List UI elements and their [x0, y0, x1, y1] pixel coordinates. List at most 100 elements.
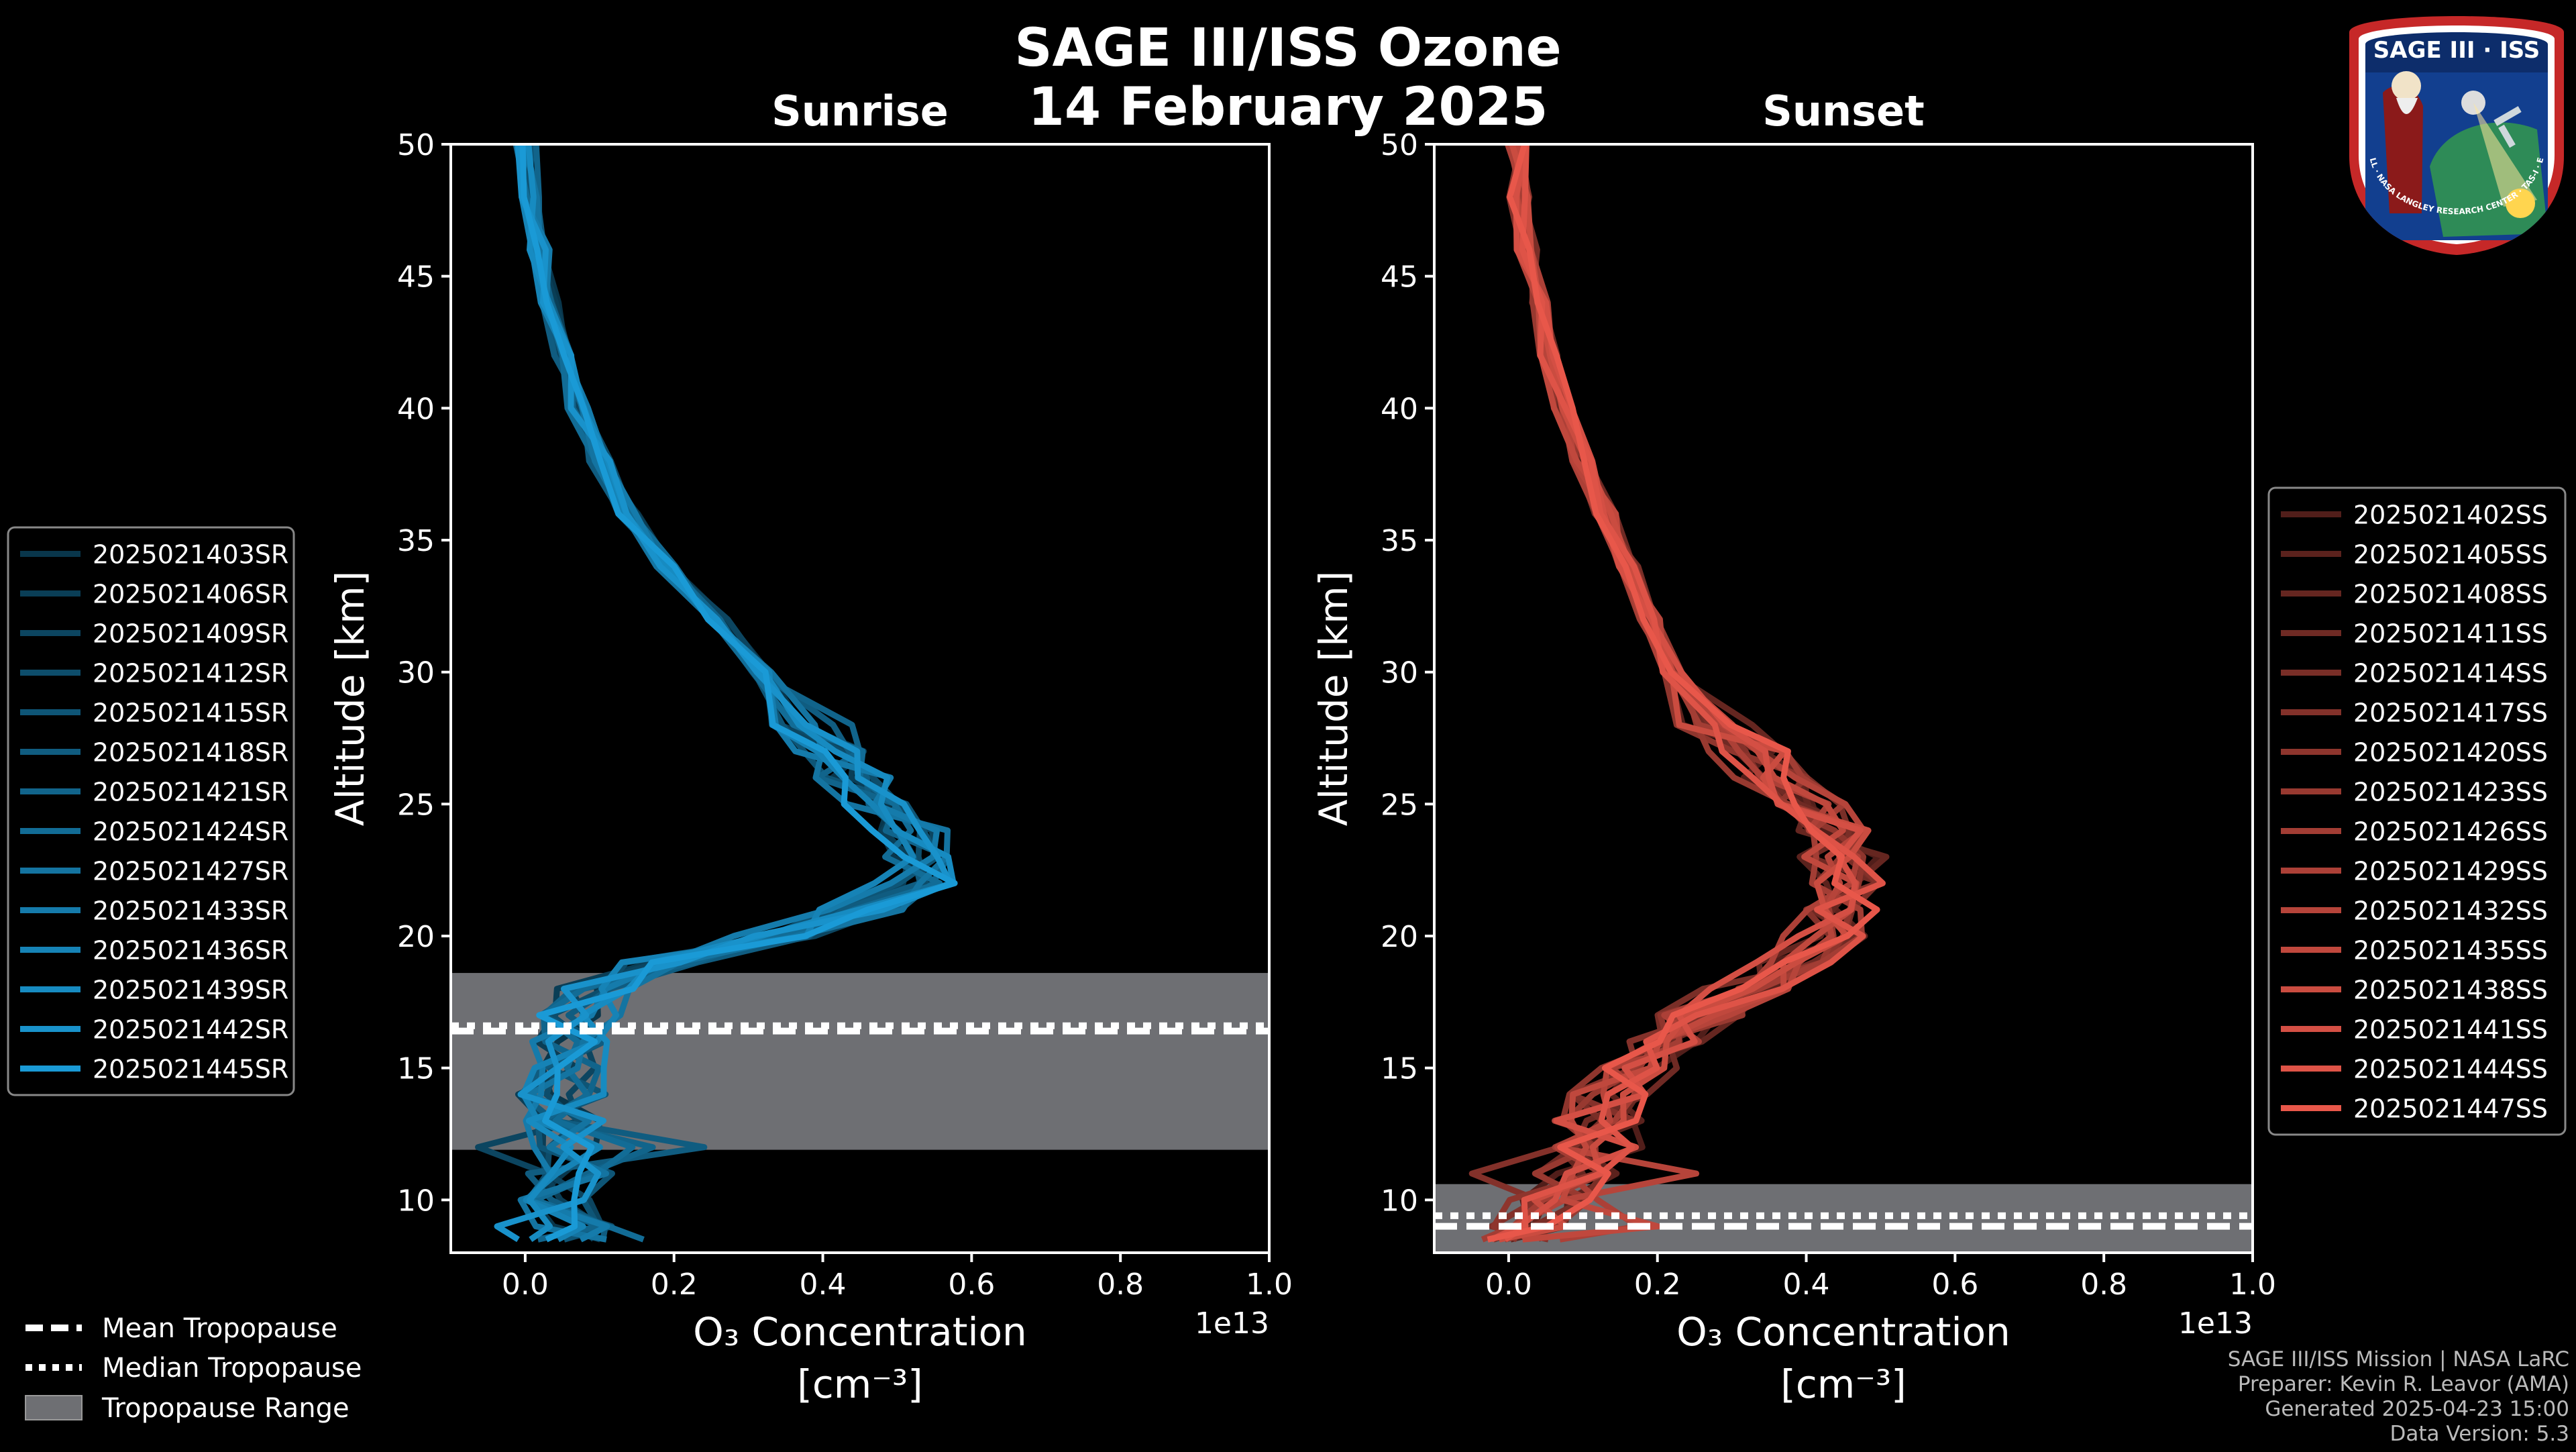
sunset-legend-label: 2025021417SS [2353, 698, 2548, 728]
sunrise-legend-label: 2025021436SR [93, 936, 288, 966]
sunrise-profiles [475, 144, 958, 1243]
sunset-profiles [1468, 144, 1890, 1243]
sunrise-panel: 10 15 20 25 30 35 40 45 50 0.0 0.2 0.4 0.6 0.8 1.0 Sunr… [327, 87, 1293, 1407]
sunset-panel-title: Sunset [1762, 87, 1925, 136]
sunset-profile-line [1487, 144, 1880, 1243]
sunset-legend-label: 2025021432SS [2353, 896, 2548, 926]
sunrise-xlabel-units: [cm⁻³] [797, 1361, 923, 1407]
sunrise-x-multiplier: 1e13 [1195, 1306, 1269, 1341]
footer-credits: SAGE III/ISS Mission | NASA LaRC Prepare… [2228, 1347, 2569, 1447]
sage-mission-logo: SAGE III · ISS BALL · NASA LANGLEY RESEA… [2339, 5, 2571, 260]
logo-title-text: SAGE III · ISS [2373, 37, 2540, 64]
sunrise-xtick-label: 0.0 [502, 1267, 549, 1302]
sunset-legend-label: 2025021435SS [2353, 936, 2548, 966]
sunrise-xtick-label: 0.6 [948, 1267, 995, 1302]
sunset-legend-label: 2025021402SS [2353, 501, 2548, 530]
tropopause-range-swatch [25, 1395, 83, 1420]
sunset-legend-label: 2025021414SS [2353, 659, 2548, 688]
sunrise-legend-label: 2025021406SR [93, 580, 288, 609]
sunset-ytick-label: 30 [1381, 656, 1418, 690]
sunrise-legend-label: 2025021412SR [93, 659, 288, 688]
sunset-ytick-label: 20 [1381, 920, 1418, 954]
sunrise-legend-label: 2025021442SR [93, 1015, 288, 1045]
sunrise-ytick-label: 30 [397, 656, 435, 690]
sunset-ytick-label: 25 [1381, 788, 1418, 822]
sunrise-xtick-label: 0.4 [800, 1267, 847, 1302]
sunset-legend-label: 2025021444SS [2353, 1055, 2548, 1084]
sunset-ytick-label: 10 [1381, 1184, 1418, 1218]
sunrise-legend-label: 2025021415SR [93, 698, 288, 728]
sunrise-ytick-label: 50 [397, 128, 435, 162]
sunset-xtick-label: 0.0 [1485, 1267, 1532, 1302]
tropopause-range-label: Tropopause Range [101, 1393, 350, 1424]
sunrise-xtick-label: 0.8 [1097, 1267, 1144, 1302]
sunrise-legend-label: 2025021439SR [93, 976, 288, 1005]
sunrise-legend-label: 2025021409SR [93, 619, 288, 649]
footer-mission: SAGE III/ISS Mission | NASA LaRC [2227, 1347, 2569, 1371]
sunset-legend-label: 2025021408SS [2353, 580, 2548, 609]
sunrise-xtick-label: 0.2 [651, 1267, 698, 1302]
sunrise-legend-box [7, 526, 295, 1096]
sunrise-legend-label: 2025021445SR [93, 1055, 288, 1084]
sunset-xlabel: O₃ Concentration [1676, 1309, 2010, 1355]
sunset-legend-label: 2025021411SS [2353, 619, 2548, 649]
sunset-profile-line [1510, 144, 1867, 1242]
sunset-legend-label: 2025021405SS [2353, 540, 2548, 570]
sunrise-panel-title: Sunrise [771, 87, 949, 136]
sunset-ytick-label: 15 [1381, 1052, 1418, 1086]
sunset-legend-label: 2025021441SS [2353, 1015, 2548, 1045]
sunrise-profile-line [519, 144, 941, 1243]
sunrise-legend-label: 2025021403SR [93, 540, 288, 570]
sunrise-xtick-label: 1.0 [1246, 1267, 1293, 1302]
sunset-xtick-label: 0.2 [1634, 1267, 1681, 1302]
sunset-legend-label: 2025021423SS [2353, 778, 2548, 807]
sunrise-legend-label: 2025021421SR [93, 778, 288, 807]
sunrise-ytick-label: 20 [397, 920, 435, 954]
sunrise-legend-label: 2025021424SR [93, 817, 288, 847]
sunrise-legend: 2025021403SR 2025021406SR 2025021409SR 2025… [7, 526, 295, 1096]
footer-version: Data Version: 5.3 [2390, 1422, 2569, 1446]
sunrise-ytick-label: 15 [397, 1052, 435, 1086]
sunset-xtick-label: 0.6 [1931, 1267, 1978, 1302]
sunset-x-multiplier: 1e13 [2178, 1306, 2253, 1341]
sunrise-axes-frame [449, 143, 1271, 1254]
sunrise-ytick-label: 35 [397, 524, 435, 558]
sunrise-profile-line [519, 144, 958, 1243]
sunset-ylabel: Altitude [km] [1311, 571, 1356, 826]
sunrise-legend-label: 2025021418SR [93, 738, 288, 768]
median-tropopause-label: Median Tropopause [102, 1353, 362, 1384]
mean-tropopause-label: Mean Tropopause [102, 1313, 337, 1344]
sunset-panel: 10 15 20 25 30 35 40 45 50 0.0 0.2 0.4 0.6 0.8 1.0 Suns… [1311, 87, 2276, 1407]
sunset-ytick-label: 40 [1381, 392, 1418, 426]
sunset-ytick-label: 45 [1381, 260, 1418, 295]
sunrise-ylabel: Altitude [km] [327, 571, 373, 826]
sunset-profile-line [1498, 144, 1872, 1243]
sunset-legend-label: 2025021438SS [2353, 976, 2548, 1005]
figure-title-line1: SAGE III/ISS Ozone [1014, 18, 1562, 79]
footer-preparer: Preparer: Kevin R. Leavor (AMA) [2237, 1372, 2569, 1396]
sunrise-ytick-label: 25 [397, 788, 435, 822]
sunset-ytick-label: 35 [1381, 524, 1418, 558]
footer-generated: Generated 2025-04-23 15:00 [2265, 1397, 2569, 1421]
sunrise-ytick-label: 40 [397, 392, 435, 426]
sunset-xtick-label: 0.4 [1783, 1267, 1830, 1302]
tropopause-legend: Mean Tropopause Median Tropopause Tropopau… [25, 1313, 362, 1424]
sunrise-ytick-label: 10 [397, 1184, 435, 1218]
sunrise-profile-line [513, 144, 943, 1243]
sunset-legend-label: 2025021426SS [2353, 817, 2548, 847]
sunrise-legend-label: 2025021427SR [93, 857, 288, 886]
sunrise-legend-label: 2025021433SR [93, 896, 288, 926]
sunset-legend-label: 2025021429SS [2353, 857, 2548, 886]
sunrise-profile-line [494, 144, 953, 1243]
sunrise-xlabel: O₃ Concentration [693, 1309, 1027, 1355]
figure-title-line2: 14 February 2025 [1028, 77, 1548, 138]
sunset-xtick-label: 0.8 [2080, 1267, 2127, 1302]
sunset-xlabel-units: [cm⁻³] [1780, 1361, 1907, 1407]
sunset-legend: 2025021402SS 2025021405SS 2025021408SS 2025… [2267, 486, 2567, 1136]
sunrise-ytick-label: 45 [397, 260, 435, 295]
sunset-legend-label: 2025021447SS [2353, 1094, 2548, 1124]
sunset-legend-label: 2025021420SS [2353, 738, 2548, 768]
sunset-profile-line [1503, 144, 1886, 1243]
sunset-axes-frame [1433, 143, 2254, 1254]
